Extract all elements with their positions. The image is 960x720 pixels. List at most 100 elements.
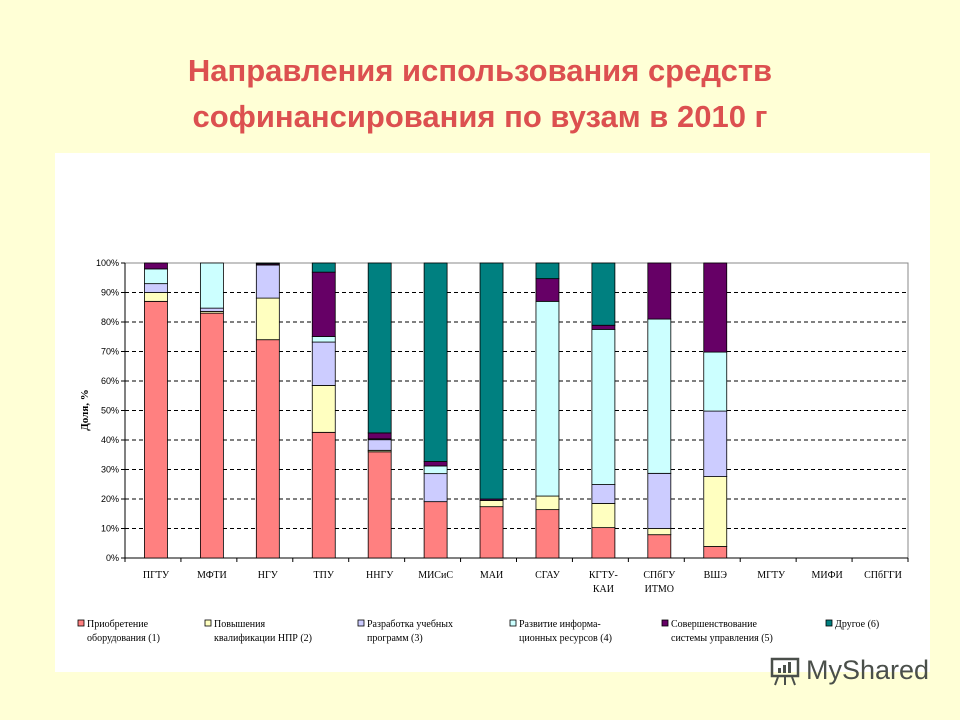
bar-segment (703, 410, 728, 477)
bar-segment (647, 262, 672, 320)
stacked-bar-chart: 0% 10% 20% 30% 40% 50% 60% 70% 80% 90% 100% Доля, %… (77, 258, 909, 644)
bar-segment (311, 385, 336, 433)
chart-panel: 0% 10% 20% 30% 40% 50% 60% 70% 80% 90% 100% Доля, %… (55, 153, 930, 672)
legend-label: оборудования (1) (87, 633, 160, 644)
legend-label: Совершенствование (671, 619, 757, 630)
bar-segment (703, 351, 728, 412)
x-tick-label: МФТИ (197, 570, 227, 581)
title-line-1: Направления использования средств (187, 53, 773, 88)
bar-segment (479, 500, 504, 508)
x-tick-label: КГТУ- (589, 570, 618, 581)
bar-segment (199, 312, 224, 559)
legend-swatch (661, 619, 669, 627)
x-tick-label: СПбГУ (643, 570, 676, 581)
bar-segment (255, 264, 280, 299)
y-tick-label: 10% (101, 524, 119, 534)
y-tick-label: 50% (101, 406, 119, 416)
legend-label: Развитие информа- (519, 619, 601, 630)
title-line-2: софинансирования по вузам в 2010 г (192, 99, 768, 134)
x-tick-label: НГУ (258, 570, 279, 581)
legend-label: ционных ресурсов (4) (519, 633, 612, 644)
bar-segment (199, 262, 224, 309)
bar-segment (647, 472, 672, 529)
bar-segment (591, 503, 616, 529)
legend-label: Разработка учебных (367, 619, 453, 630)
x-tick-label: МГТУ (757, 570, 786, 581)
legend-label: Другое (6) (835, 619, 879, 630)
legend-label: программ (3) (367, 633, 423, 644)
bar-segment (255, 339, 280, 559)
bar-segment (311, 262, 336, 273)
bar-segment (423, 473, 448, 503)
x-tick-label: ВШЭ (704, 570, 728, 581)
bar-segment (367, 262, 392, 434)
x-tick-label: СГАУ (535, 570, 561, 581)
x-tick-label: СПбГГИ (864, 570, 902, 581)
x-tick-label: ННГУ (366, 570, 394, 581)
y-tick-label: 60% (101, 376, 119, 386)
bar-segment (144, 262, 168, 270)
y-tick-label: 70% (101, 347, 119, 357)
x-tick-label: МИФИ (811, 570, 842, 581)
bar-segment (535, 509, 560, 559)
slide-title: Направления использования средств софина… (0, 48, 960, 140)
bar-segment (591, 527, 616, 559)
bar-segment (591, 262, 616, 326)
bar-segment (535, 262, 560, 280)
bar-segment (535, 495, 560, 511)
legend-label: квалификации НПР (2) (214, 633, 312, 644)
bar-segment (255, 297, 280, 341)
bar-segment (647, 528, 672, 536)
bar-segment (423, 461, 448, 467)
y-tick-label: 40% (101, 435, 119, 445)
bar-segment (144, 300, 168, 559)
legend-swatch (509, 619, 517, 627)
bar-segment (144, 283, 168, 293)
watermark: MyShared (768, 655, 929, 686)
x-tick-label: КАИ (593, 584, 614, 595)
x-tick-label: ПГТУ (143, 570, 170, 581)
y-tick-label: 0% (106, 553, 119, 563)
legend-label: Повышения (214, 619, 266, 630)
bar-segment (703, 476, 728, 547)
bar-segment (144, 292, 168, 302)
x-tick-label: ТПУ (314, 570, 335, 581)
bar-segment (479, 262, 504, 500)
bar-segment (535, 300, 560, 497)
bar-segment (367, 451, 392, 559)
y-axis-label: Доля, % (79, 389, 91, 431)
legend-swatch (77, 619, 85, 627)
bar-segment (479, 506, 504, 559)
bar-segment (367, 432, 392, 440)
bar-segment (703, 546, 728, 559)
bar-segment (199, 307, 224, 312)
x-tick-label: МИСиС (418, 570, 453, 581)
legend-swatch (825, 619, 833, 627)
x-tick-label: МАИ (480, 570, 503, 581)
watermark-text: MyShared (806, 655, 930, 685)
bar-segment (591, 484, 616, 504)
bar-segment (647, 318, 672, 474)
y-tick-label: 20% (101, 494, 119, 504)
bar-segment (423, 465, 448, 475)
legend-swatch (204, 619, 212, 627)
presentation-board-icon (770, 657, 800, 685)
bar-segment (311, 341, 336, 386)
y-tick-label: 80% (101, 317, 119, 327)
y-tick-label: 30% (101, 465, 119, 475)
bar-segment (591, 324, 616, 330)
bar-segment (311, 336, 336, 343)
bar-segment (703, 262, 728, 353)
bar-segment (535, 278, 560, 302)
bar-segment (591, 328, 616, 485)
bar-segment (311, 271, 336, 337)
bar-segment (423, 501, 448, 559)
legend-label: Приобретение (87, 619, 149, 630)
bar-segment (647, 534, 672, 559)
y-tick-label: 100% (96, 258, 119, 268)
legend-label: системы управления (5) (671, 633, 773, 644)
legend-swatch (357, 619, 365, 627)
x-tick-label: ИТМО (645, 584, 674, 595)
bar-segment (144, 268, 168, 285)
bar-segment (311, 431, 336, 559)
